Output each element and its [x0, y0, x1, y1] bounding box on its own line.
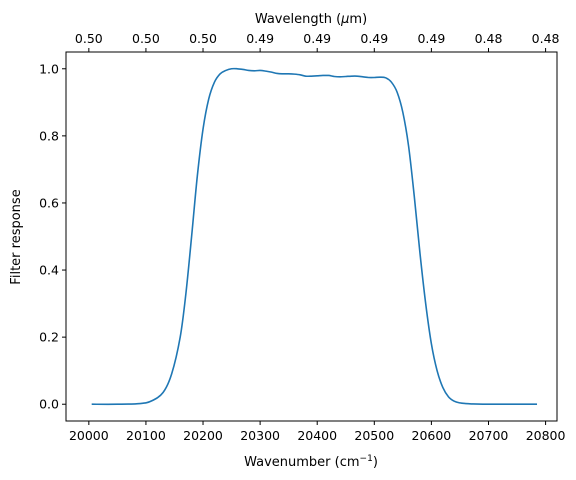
top-tick-label: 0.50 [132, 31, 160, 46]
y-tick-label: 0.4 [39, 263, 59, 278]
top-tick-label: 0.48 [532, 31, 560, 46]
y-tick-label: 0.2 [39, 330, 59, 345]
x-tick-label: 20300 [240, 428, 280, 443]
x-tick-label: 20200 [183, 428, 223, 443]
top-tick-label: 0.49 [417, 31, 445, 46]
x-tick-label: 20400 [297, 428, 337, 443]
y-tick-label: 0.8 [39, 128, 59, 143]
y-tick-label: 1.0 [39, 61, 59, 76]
top-tick-label: 0.49 [246, 31, 274, 46]
plot-frame [65, 51, 558, 422]
top-tick-label: 0.50 [189, 31, 217, 46]
x-tick-label: 20000 [69, 428, 109, 443]
x-tick-label: 20700 [469, 428, 509, 443]
top-tick-label: 0.50 [75, 31, 103, 46]
x-tick-label: 20600 [412, 428, 452, 443]
x-tick-label: 20500 [354, 428, 394, 443]
y-tick-label: 0.6 [39, 195, 59, 210]
top-tick-label: 0.48 [475, 31, 503, 46]
top-axis-label: Wavelength (μm) [255, 12, 367, 27]
x-axis-label: Wavenumber (cm−1) [244, 454, 378, 470]
filter-response-line [91, 67, 538, 406]
y-axis-label: Filter response [9, 189, 24, 284]
x-tick-label: 20800 [526, 428, 566, 443]
y-tick-label: 0.0 [39, 397, 59, 412]
top-tick-label: 0.49 [360, 31, 388, 46]
top-tick-label: 0.49 [303, 31, 331, 46]
x-tick-label: 20100 [126, 428, 166, 443]
